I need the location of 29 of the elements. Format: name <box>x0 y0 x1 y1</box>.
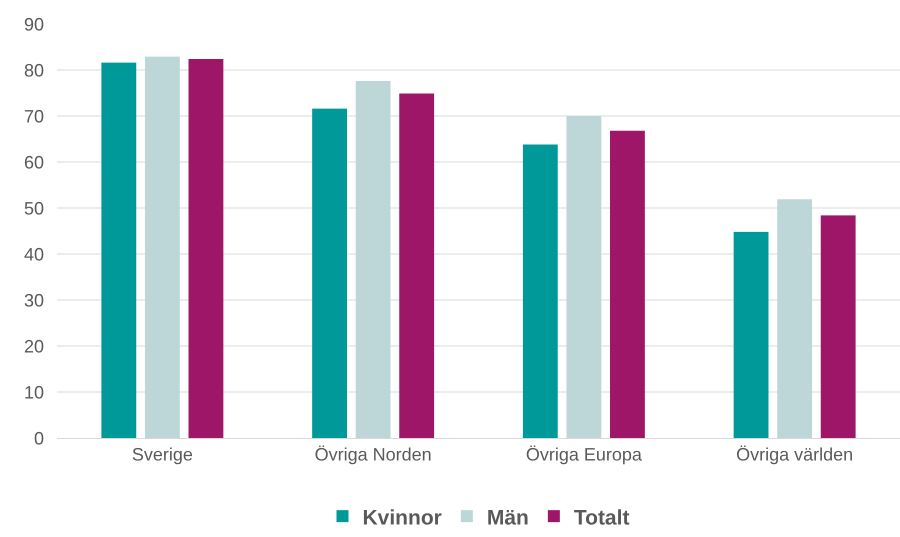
y-tick-label: 40 <box>24 244 44 264</box>
bar <box>399 93 434 438</box>
x-tick-label: Sverige <box>132 444 193 465</box>
legend-label: Män <box>486 506 529 530</box>
bar <box>356 81 391 438</box>
y-tick-label: 80 <box>24 60 44 80</box>
y-tick-label: 70 <box>24 106 44 126</box>
bar <box>777 199 812 438</box>
x-tick-label: Övriga världen <box>736 444 854 465</box>
x-tick-label: Övriga Europa <box>526 444 643 465</box>
y-tick-label: 0 <box>34 428 44 448</box>
bar <box>610 130 645 438</box>
bar <box>566 116 602 438</box>
y-tick-label: 50 <box>24 198 44 218</box>
y-tick-label: 20 <box>24 336 44 356</box>
bar <box>101 62 136 438</box>
y-tick-label: 60 <box>24 152 44 172</box>
x-tick-label: Övriga Norden <box>314 444 432 465</box>
y-tick-label: 10 <box>24 382 44 402</box>
bar <box>312 108 347 438</box>
legend-label: Kvinnor <box>362 506 442 530</box>
y-tick-label: 90 <box>24 14 44 34</box>
bar <box>144 56 180 438</box>
bar <box>734 232 768 438</box>
y-tick-label: 30 <box>24 290 44 310</box>
legend-label: Totalt <box>574 506 630 530</box>
bar <box>188 58 224 438</box>
bar <box>522 144 558 438</box>
bar <box>820 215 856 438</box>
